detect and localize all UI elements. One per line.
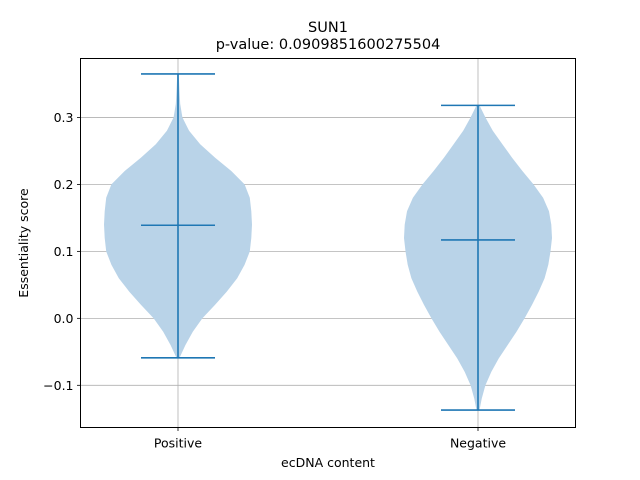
chart-title: SUN1 bbox=[308, 20, 348, 36]
x-axis-label: ecDNA content bbox=[281, 455, 375, 470]
y-axis-label: Essentiality score bbox=[16, 188, 31, 298]
y-tick-label: 0.0 bbox=[54, 311, 74, 326]
violin-layer bbox=[104, 73, 552, 411]
y-ticks: −0.1 0.0 0.1 0.2 0.3 bbox=[43, 110, 81, 393]
plot-frame bbox=[80, 58, 576, 428]
y-tick-label: 0.1 bbox=[54, 244, 74, 259]
y-tick-label: −0.1 bbox=[43, 378, 73, 393]
chart-subtitle: p-value: 0.0909851600275504 bbox=[216, 37, 441, 53]
y-tick-label: 0.2 bbox=[54, 177, 74, 192]
x-tick-label: Positive bbox=[154, 436, 202, 451]
x-tick-label: Negative bbox=[450, 436, 506, 451]
stat-layer bbox=[141, 73, 515, 411]
x-ticks: Positive Negative bbox=[154, 427, 506, 451]
y-tick-label: 0.3 bbox=[54, 110, 74, 125]
